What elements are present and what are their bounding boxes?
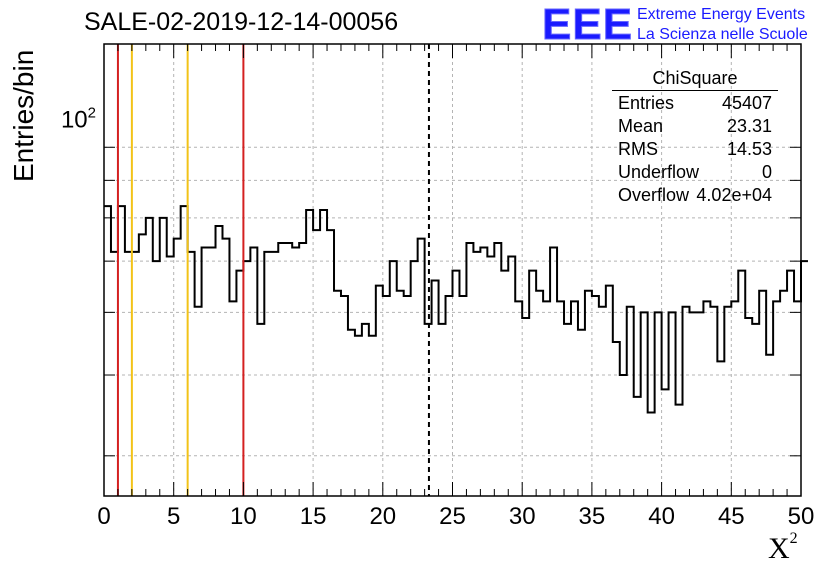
x-axis-label-exponent: 2 (789, 530, 798, 547)
x-axis-label-base: X (768, 532, 790, 565)
x-tick-label: 30 (509, 503, 536, 530)
stats-key: Underflow (618, 162, 700, 182)
x-tick-label: 25 (439, 503, 466, 530)
grid-layer (104, 44, 801, 496)
logo-mark: EEE (541, 0, 634, 50)
histogram-series (104, 205, 808, 414)
stats-box-title: ChiSquare (652, 68, 738, 88)
stats-key: RMS (618, 139, 658, 159)
stats-box: ChiSquare Entries 45407 Mean 23.31 RMS 1… (612, 66, 778, 212)
chart-title: SALE-02-2019-12-14-00056 (84, 8, 399, 36)
x-axis-label: X2 (768, 530, 798, 566)
stats-key: Overflow (618, 185, 690, 205)
histogram-layer (104, 205, 808, 414)
y-tick-label: 102 (61, 105, 96, 134)
stats-key: Mean (618, 116, 664, 136)
x-tick-label: 20 (369, 503, 396, 530)
stats-box-divider (612, 90, 778, 91)
x-tick-label: 50 (788, 503, 815, 530)
stats-value: 23.31 (726, 116, 772, 136)
x-tick-label: 45 (718, 503, 745, 530)
logo-line-2: La Scienza nelle Scuole (637, 26, 808, 43)
stats-row-rms: RMS 14.53 (618, 139, 772, 161)
stats-row-underflow: Underflow 0 (618, 162, 772, 184)
stats-value: 4.02e+04 (696, 185, 772, 205)
y-tick-label-exponent: 2 (88, 105, 96, 122)
y-axis-label: Entries/bin (8, 49, 39, 182)
x-tick-label: 0 (97, 503, 110, 530)
x-tick-label: 40 (648, 503, 675, 530)
stats-value: 14.53 (726, 139, 772, 159)
x-tick-label: 5 (167, 503, 180, 530)
eee-logo: EEE Extreme Energy Events La Scienza nel… (541, 0, 834, 50)
stats-row-overflow: Overflow 4.02e+04 (618, 185, 772, 207)
x-tick-label: 10 (230, 503, 257, 530)
x-tick-label: 35 (579, 503, 606, 530)
stats-key: Entries (618, 93, 675, 113)
stats-value: 0 (761, 162, 772, 182)
stats-row-mean: Mean 23.31 (618, 116, 772, 138)
marker-lines-layer (116, 44, 430, 496)
stats-row-entries: Entries 45407 (618, 93, 772, 115)
logo-line-1: Extreme Energy Events (637, 6, 806, 23)
y-tick-label-base: 10 (61, 107, 88, 134)
stats-value: 45407 (721, 93, 772, 113)
x-tick-label: 15 (300, 503, 327, 530)
axis-ticks (103, 44, 802, 496)
